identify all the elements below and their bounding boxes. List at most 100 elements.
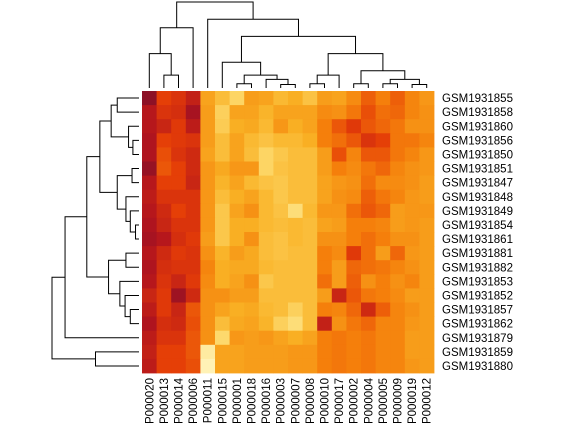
heatmap-cell	[419, 189, 435, 205]
heatmap-cell	[142, 246, 157, 261]
heatmap-cell	[361, 316, 376, 332]
heatmap-cell	[404, 232, 420, 247]
heatmap-cell	[288, 217, 303, 233]
heatmap-cell	[244, 175, 260, 191]
heatmap-cell	[244, 274, 260, 289]
column-label: P000016	[261, 378, 273, 424]
heatmap-cell	[302, 302, 318, 317]
heatmap-cell	[317, 189, 333, 205]
heatmap-cell	[244, 344, 260, 360]
heatmap-cell	[361, 119, 376, 134]
heatmap-cell	[404, 203, 420, 219]
heatmap-cell	[346, 217, 362, 233]
heatmap-cell	[185, 91, 201, 106]
heatmap-cell	[215, 288, 230, 303]
heatmap-cell	[302, 105, 318, 120]
heatmap-cell	[361, 91, 376, 106]
heatmap-cell	[258, 260, 274, 275]
heatmap-cell	[375, 175, 391, 191]
heatmap-cells	[142, 91, 435, 374]
heatmap-cell	[200, 133, 216, 148]
column-label: P000019	[407, 378, 419, 424]
row-label: GSM1931853	[442, 276, 513, 288]
heatmap-cell	[404, 344, 420, 360]
heatmap-cell	[142, 344, 157, 360]
dendrogram-branch	[124, 294, 139, 318]
heatmap-cell	[258, 330, 274, 346]
heatmap-cell	[156, 288, 172, 303]
dendrogram-branch	[327, 53, 384, 76]
row-label: GSM1931851	[442, 164, 513, 176]
heatmap-cell	[229, 175, 245, 191]
heatmap-cell	[215, 217, 230, 233]
heatmap-cell	[346, 133, 362, 148]
heatmap-cell	[346, 330, 362, 346]
heatmap-cell	[258, 119, 274, 134]
column-labels: P000020 P000013 P000014 P000006 P000011 P0000…	[144, 377, 433, 424]
heatmap-cell	[244, 330, 260, 346]
column-label: P000020	[144, 378, 156, 424]
heatmap-cell	[419, 119, 435, 134]
heatmap-cell	[185, 217, 201, 233]
heatmap-cell	[390, 330, 406, 346]
heatmap-cell	[215, 274, 230, 289]
heatmap-cell	[185, 189, 201, 205]
heatmap-cell	[288, 189, 303, 205]
heatmap-cell	[273, 189, 289, 205]
dendrogram-branch	[176, 1, 254, 28]
dendrogram-branch	[353, 83, 369, 88]
heatmap-cell	[244, 133, 260, 148]
heatmap-cell	[229, 316, 245, 332]
row-label: GSM1931847	[442, 178, 513, 190]
heatmap-cell	[404, 119, 420, 134]
heatmap-cell	[258, 344, 274, 360]
heatmap-cell	[317, 316, 333, 332]
heatmap-cell	[331, 175, 347, 191]
heatmap-cell	[375, 161, 391, 176]
heatmap-cell	[244, 246, 260, 261]
heatmap-cell	[404, 246, 420, 261]
heatmap-cell	[156, 105, 172, 120]
heatmap-cell	[317, 119, 333, 134]
heatmap-cell	[273, 203, 289, 219]
heatmap-cell	[390, 147, 406, 162]
heatmap-cell	[142, 274, 157, 289]
heatmap-cell	[361, 358, 376, 374]
heatmap-cell	[317, 91, 333, 106]
heatmap-cell	[375, 316, 391, 332]
heatmap-cell	[375, 246, 391, 261]
row-label: GSM1931848	[442, 192, 513, 204]
heatmap-cell	[215, 119, 230, 134]
dendrogram-branch	[128, 125, 139, 148]
heatmap-cell	[273, 232, 289, 247]
heatmap-cell	[171, 302, 187, 317]
heatmap-cell	[185, 203, 201, 219]
heatmap-cell	[317, 203, 333, 219]
heatmap-cell	[244, 147, 260, 162]
heatmap-cell	[404, 302, 420, 317]
heatmap-cell	[331, 217, 347, 233]
heatmap-cell	[302, 344, 318, 360]
heatmap-cell	[317, 330, 333, 346]
heatmap-cell	[419, 217, 435, 233]
heatmap-cell	[375, 302, 391, 317]
column-label: P000013	[159, 378, 171, 424]
heatmap-cell	[229, 105, 245, 120]
heatmap-cell	[346, 260, 362, 275]
heatmap-cell	[185, 344, 201, 360]
heatmap-cell	[156, 203, 172, 219]
dendrogram-branch	[159, 27, 194, 88]
column-label: P000018	[247, 378, 259, 424]
heatmap-cell	[273, 217, 289, 233]
heatmap-cell	[317, 274, 333, 289]
heatmap-cell	[215, 161, 230, 176]
heatmap-cell	[302, 91, 318, 106]
heatmap-cell	[346, 91, 362, 106]
heatmap-cell	[229, 189, 245, 205]
heatmap-cell	[273, 175, 289, 191]
heatmap-cell	[185, 161, 201, 176]
heatmap-cell	[302, 189, 318, 205]
heatmap-cell	[215, 302, 230, 317]
heatmap-cell	[273, 133, 289, 148]
